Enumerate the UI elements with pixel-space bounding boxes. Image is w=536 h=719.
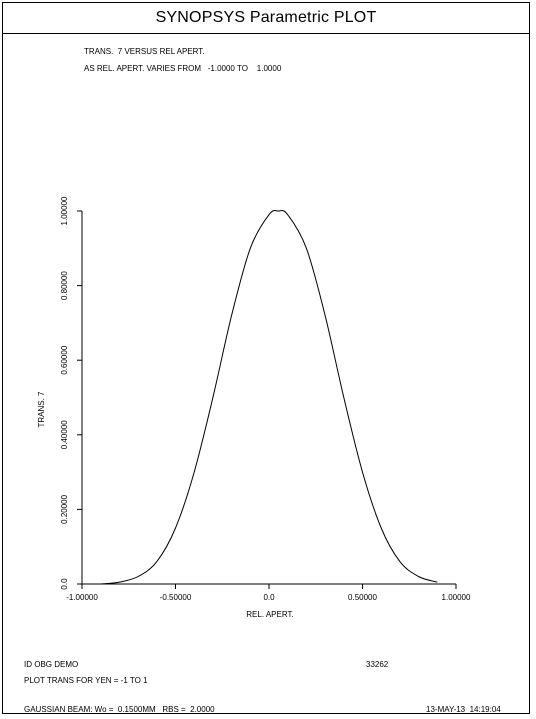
y-tick-label: 0.60000 xyxy=(60,345,69,374)
y-tick-label: 0.0 xyxy=(60,578,69,590)
x-tick-label: 0.50000 xyxy=(348,593,377,602)
series-line xyxy=(100,210,438,585)
title-bar: SYNOPSYS Parametric PLOT xyxy=(2,2,530,34)
header-line-1: TRANS. 7 VERSUS REL APERT. xyxy=(84,47,205,56)
plot-frame xyxy=(2,2,530,714)
footer-plot-desc: PLOT TRANS FOR YEN = -1 TO 1 xyxy=(24,676,148,685)
chart-series xyxy=(100,210,438,585)
chart-axes xyxy=(81,211,456,585)
y-tick-label: 0.40000 xyxy=(60,420,69,449)
x-tick-label: -0.50000 xyxy=(160,593,192,602)
header-line-2: AS REL. APERT. VARIES FROM -1.0000 TO 1.… xyxy=(84,64,282,73)
x-axis-label: REL. APERT. xyxy=(246,610,293,619)
page-title: SYNOPSYS Parametric PLOT xyxy=(155,8,377,26)
x-tick-label: 0.0 xyxy=(263,593,275,602)
y-axis-label: TRANS. 7 xyxy=(37,391,46,428)
chart-ticks: -1.00000 -0.50000 0.0 0.50000 1.00000 0.0 0.20… xyxy=(60,196,471,602)
y-tick-label: 0.20000 xyxy=(60,494,69,523)
footer-timestamp: 13-MAY-13 14:19:04 xyxy=(426,705,501,714)
y-tick-label: 1.00000 xyxy=(60,196,69,225)
footer-number: 33262 xyxy=(366,660,389,669)
x-tick-label: -1.00000 xyxy=(66,593,98,602)
footer-beam: GAUSSIAN BEAM: Wo = 0.1500MM RBS = 2.000… xyxy=(24,705,215,714)
x-tick-label: 1.00000 xyxy=(442,593,471,602)
y-tick-label: 0.80000 xyxy=(60,271,69,300)
footer-id: ID OBG DEMO xyxy=(24,660,79,669)
